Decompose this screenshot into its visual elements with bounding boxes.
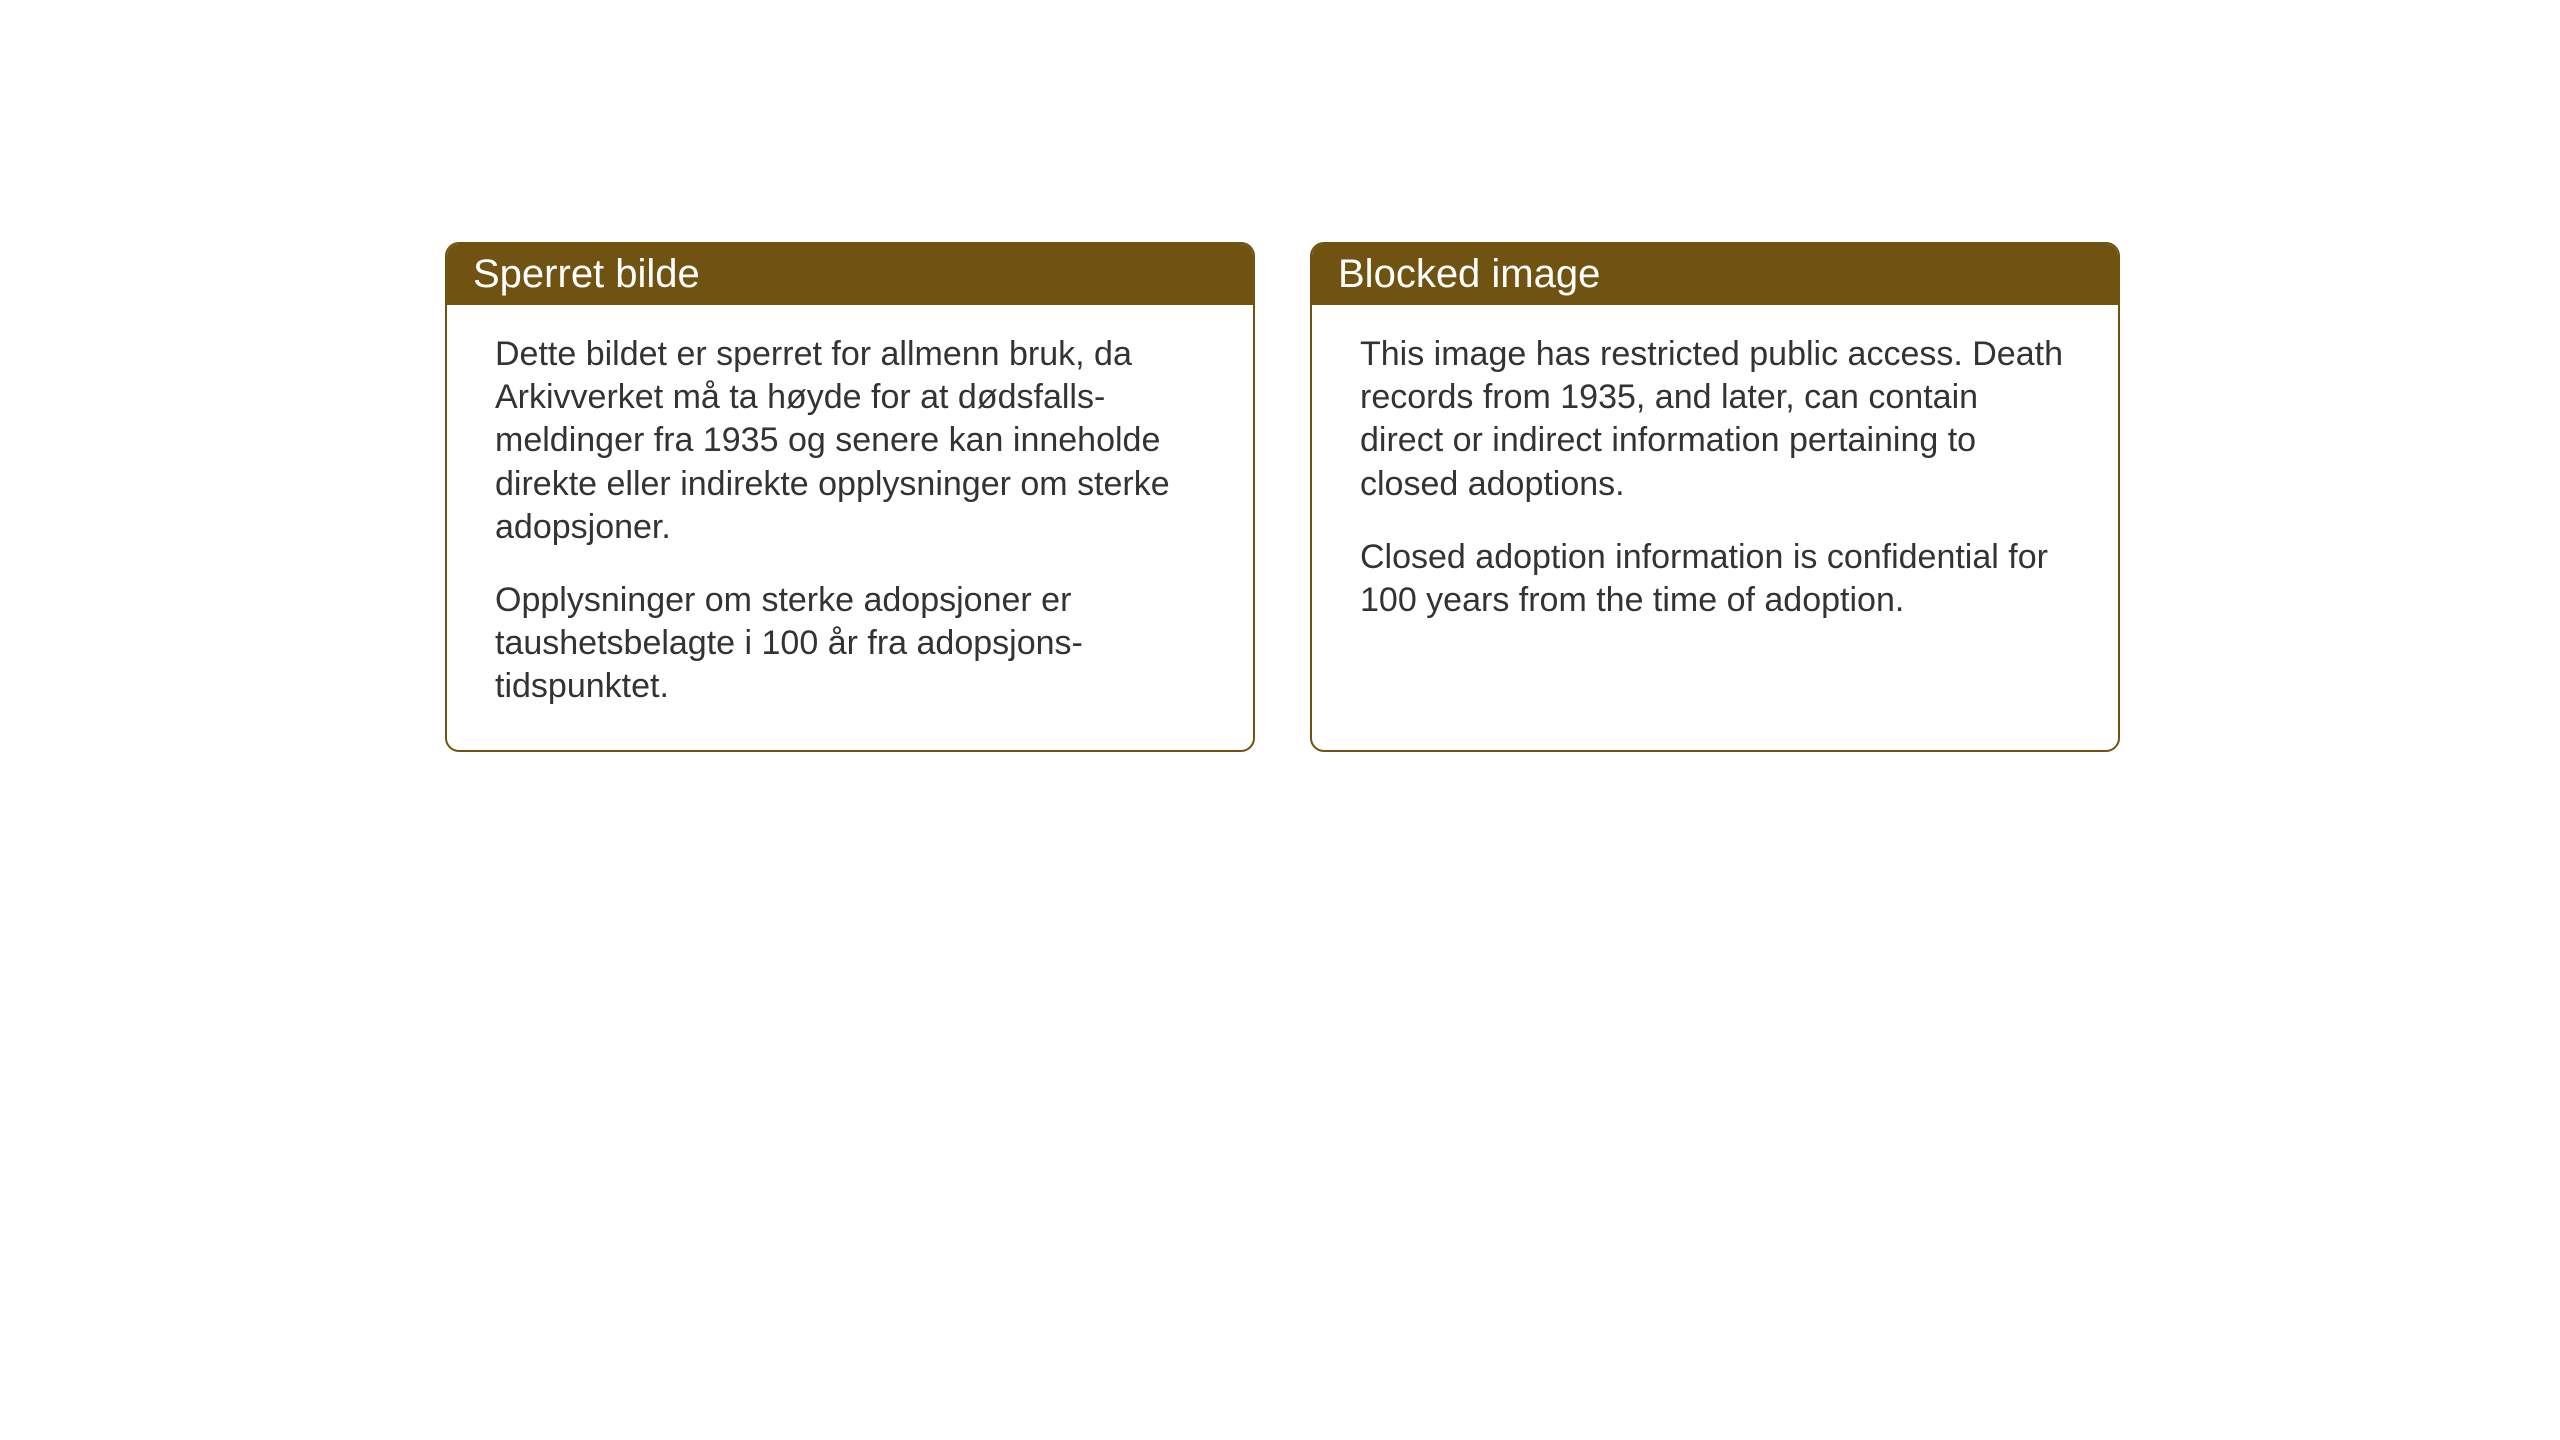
card-title-english: Blocked image [1338, 252, 1600, 296]
card-english: Blocked image This image has restricted … [1310, 242, 2120, 752]
card-paragraph-2-english: Closed adoption information is confident… [1360, 536, 2070, 622]
card-body-norwegian: Dette bildet er sperret for allmenn bruk… [447, 305, 1253, 750]
card-paragraph-1-english: This image has restricted public access.… [1360, 333, 2070, 506]
card-header-norwegian: Sperret bilde [447, 244, 1253, 305]
card-header-english: Blocked image [1312, 244, 2118, 305]
cards-container: Sperret bilde Dette bildet er sperret fo… [445, 242, 2120, 752]
card-paragraph-1-norwegian: Dette bildet er sperret for allmenn bruk… [495, 333, 1205, 549]
card-title-norwegian: Sperret bilde [473, 252, 700, 296]
card-norwegian: Sperret bilde Dette bildet er sperret fo… [445, 242, 1255, 752]
card-body-english: This image has restricted public access.… [1312, 305, 2118, 664]
card-paragraph-2-norwegian: Opplysninger om sterke adopsjoner er tau… [495, 579, 1205, 709]
